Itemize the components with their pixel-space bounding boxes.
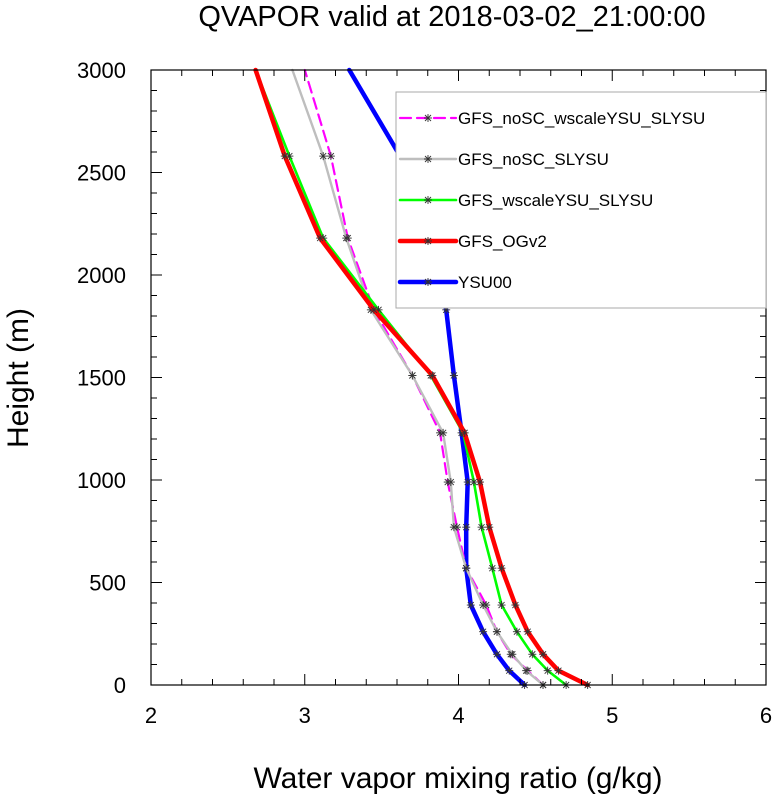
point-gfs-ogv2 (539, 650, 548, 659)
point-gfs-nosc-slysu (342, 234, 351, 243)
legend-item-ysu00: YSU00 (397, 273, 512, 292)
point-gfs-nosc-slysu (522, 666, 531, 675)
point-gfs-ogv2 (554, 666, 563, 675)
point-gfs-ogv2 (460, 428, 469, 437)
y-tick-label: 1500 (77, 366, 126, 391)
y-tick-label: 3000 (77, 58, 126, 83)
point-gfs-wscaleysu-slysu (477, 523, 486, 532)
y-tick-label: 2000 (77, 263, 126, 288)
point-gfs-nosc-wscaleysu-slysu (326, 152, 335, 161)
chart-title: QVAPOR valid at 2018-03-02_21:00:00 (198, 1, 705, 33)
point-gfs-ogv2 (511, 601, 520, 610)
legend-marker-gfs-ogv2 (424, 237, 432, 245)
series-line-gfs-ogv2 (253, 67, 590, 688)
point-gfs-ogv2 (280, 152, 289, 161)
legend-item-gfs-nosc-wscaleysu-slysu: GFS_noSC_wscaleYSU_SLYSU (398, 109, 705, 128)
point-gfs-wscaleysu-slysu (543, 666, 552, 675)
point-gfs-wscaleysu-slysu (469, 478, 478, 487)
point-gfs-nosc-slysu (479, 601, 488, 610)
point-gfs-ogv2 (497, 564, 506, 573)
legend-marker-gfs-nosc-wscaleysu-slysu (424, 114, 432, 122)
legend-item-gfs-wscaleysu-slysu: GFS_wscaleYSU_SLYSU (398, 191, 653, 210)
legend-label-gfs-nosc-slysu: GFS_noSC_SLYSU (458, 150, 609, 169)
point-gfs-nosc-slysu (319, 152, 328, 161)
y-tick-label: 2500 (77, 161, 126, 186)
y-tick-label: 1000 (77, 468, 126, 493)
point-ysu00 (505, 666, 514, 675)
legend-label-ysu00: YSU00 (458, 273, 512, 292)
x-tick-label: 5 (606, 703, 618, 728)
legend-item-gfs-ogv2: GFS_OGv2 (397, 232, 547, 251)
y-tick-label: 500 (89, 571, 126, 596)
point-gfs-ogv2 (369, 305, 378, 314)
legend-item-gfs-nosc-slysu: GFS_noSC_SLYSU (398, 150, 609, 169)
point-gfs-nosc-slysu (446, 478, 455, 487)
point-gfs-nosc-slysu (449, 523, 458, 532)
point-gfs-nosc-slysu (439, 428, 448, 437)
x-tick-label: 2 (145, 703, 157, 728)
y-axis-label: Height (m) (2, 308, 35, 448)
point-gfs-ogv2 (428, 371, 437, 380)
legend-marker-gfs-nosc-slysu (424, 155, 432, 163)
legend-label-gfs-wscaleysu-slysu: GFS_wscaleYSU_SLYSU (458, 191, 653, 210)
point-ysu00 (492, 650, 501, 659)
axis-layer: 2 3 4 5 6 0 500 1000 1500 2000 2500 3000 (77, 58, 772, 728)
point-ysu00 (466, 601, 475, 610)
point-gfs-wscaleysu-slysu (512, 627, 521, 636)
series-gfs-wscaleysu-slysu (254, 68, 571, 689)
series-gfs-ogv2 (253, 67, 592, 689)
point-gfs-wscaleysu-slysu (528, 650, 537, 659)
point-gfs-wscaleysu-slysu (497, 601, 506, 610)
y-tick-label: 0 (114, 673, 126, 698)
legend-marker-ysu00 (424, 278, 432, 286)
point-gfs-nosc-slysu (462, 564, 471, 573)
point-ysu00 (449, 371, 458, 380)
point-gfs-ogv2 (476, 478, 485, 487)
point-gfs-nosc-slysu (408, 371, 417, 380)
point-ysu00 (463, 478, 472, 487)
legend-marker-gfs-wscaleysu-slysu (424, 196, 432, 204)
legend: GFS_noSC_wscaleYSU_SLYSU GFS_noSC_SLYSU GF… (395, 91, 767, 309)
series-line-gfs-nosc-slysu (291, 68, 545, 687)
point-gfs-ogv2 (523, 627, 532, 636)
legend-box (395, 91, 767, 309)
point-ysu00 (479, 627, 488, 636)
point-gfs-nosc-slysu (492, 627, 501, 636)
point-gfs-ogv2 (485, 523, 494, 532)
legend-label-gfs-nosc-wscaleysu-slysu: GFS_noSC_wscaleYSU_SLYSU (458, 109, 705, 128)
plot-frame (150, 69, 767, 686)
series-line-gfs-wscaleysu-slysu (254, 68, 568, 687)
point-gfs-wscaleysu-slysu (488, 564, 497, 573)
x-tick-label: 3 (299, 703, 311, 728)
x-tick-label: 6 (760, 703, 772, 728)
point-gfs-nosc-slysu (508, 650, 517, 659)
x-tick-label: 4 (452, 703, 464, 728)
legend-label-gfs-ogv2: GFS_OGv2 (458, 232, 547, 251)
x-axis-label: Water vapor mixing ratio (g/kg) (253, 762, 662, 795)
point-gfs-ogv2 (316, 234, 325, 243)
point-ysu00 (462, 523, 471, 532)
